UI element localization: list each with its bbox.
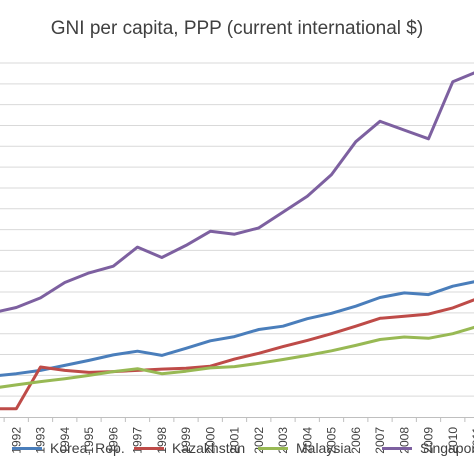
x-tick-label: 2011 [470,427,474,453]
x-tick-label: 2010 [446,427,460,454]
x-tick-label: 2000 [203,427,217,454]
series-lines [0,71,474,411]
legend-item: Singapore [382,440,474,456]
chart-title: GNI per capita, PPP (current internation… [50,18,424,39]
x-tick-label: 2009 [422,427,436,454]
series-line-singapore [0,71,474,313]
legend-swatch [12,446,42,450]
x-axis [0,417,474,422]
legend-swatch [134,446,164,450]
legend-swatch [258,446,288,450]
x-tick-label: 1995 [82,427,96,454]
legend-label: Malaysia [296,440,352,456]
x-tick-label: 2001 [228,427,242,454]
legend-label: Korea, Rep. [50,440,125,456]
legend: Korea, Rep. Kazakhstan Malaysia Singapore [0,440,474,462]
series-line-malaysia [0,325,474,389]
series-line-korea-rep [0,280,474,377]
x-tick-label: 1999 [179,427,193,454]
x-tick-label: 2005 [325,427,339,454]
x-tick-label: 1996 [106,427,120,454]
x-tick-label: 2004 [300,427,314,454]
series-line-kazakhstan [0,298,474,411]
legend-item: Kazakhstan [134,440,245,456]
legend-label: Kazakhstan [172,440,246,456]
legend-item: Korea, Rep. [12,440,125,456]
x-tick-label: 2006 [349,427,363,454]
legend-swatch [382,446,412,450]
x-tick-label: 1994 [58,427,72,454]
legend-label: Singapore [420,440,474,456]
legend-item: Malaysia [258,440,351,456]
gridlines [0,62,474,397]
